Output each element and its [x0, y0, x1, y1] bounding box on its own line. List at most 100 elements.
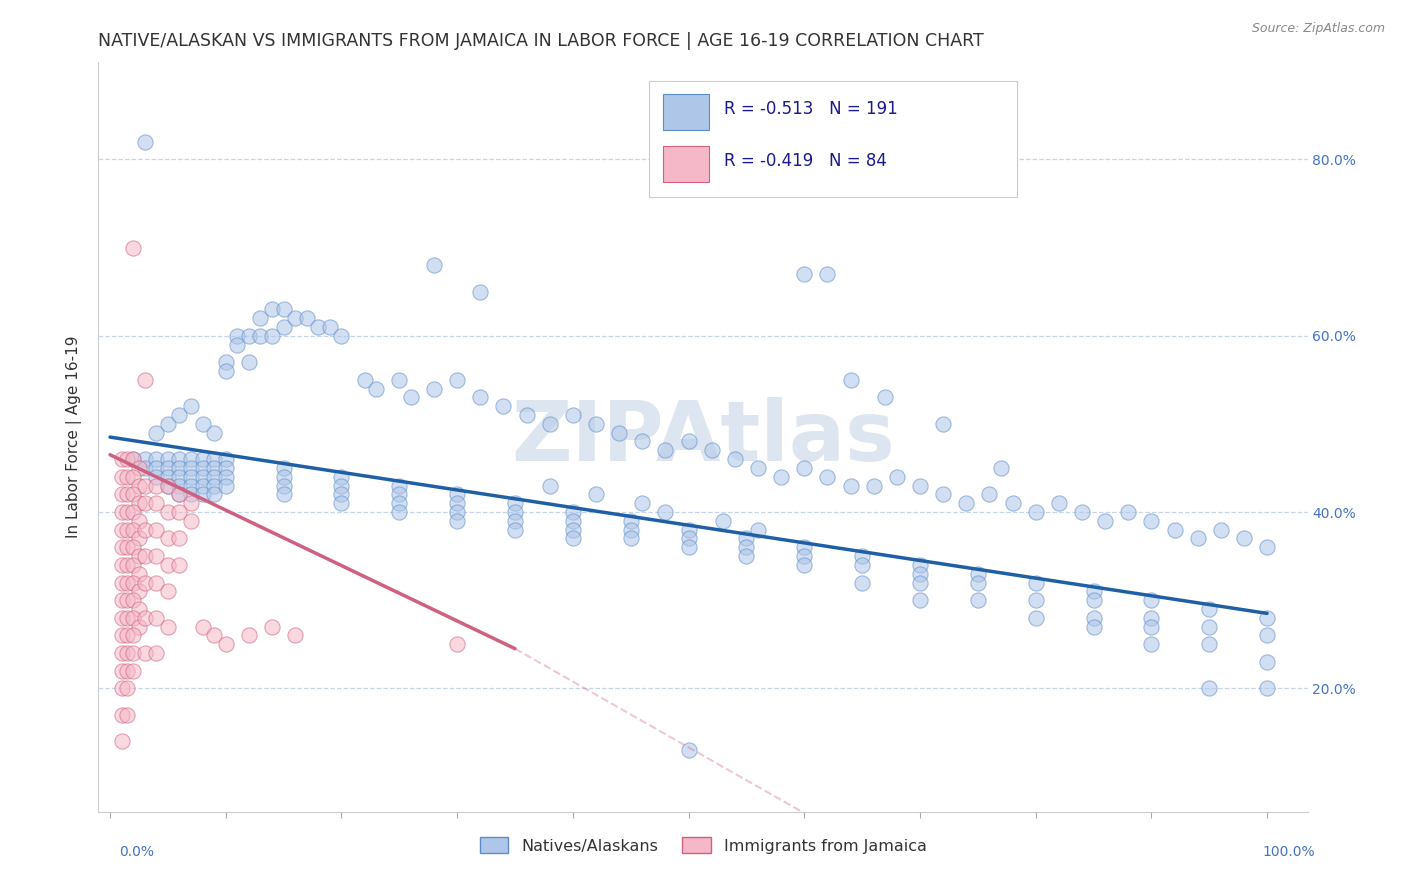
Point	[273, 487, 295, 501]
Point	[1083, 619, 1105, 633]
Point	[128, 532, 150, 546]
Point	[908, 575, 931, 590]
Point	[238, 328, 260, 343]
Point	[110, 628, 132, 642]
Point	[134, 523, 156, 537]
Point	[793, 541, 815, 555]
Point	[399, 391, 422, 405]
Point	[561, 514, 583, 528]
Point	[156, 619, 179, 633]
Point	[191, 461, 214, 475]
Text: R = -0.419   N = 84: R = -0.419 N = 84	[724, 153, 886, 170]
Point	[117, 469, 139, 483]
Point	[226, 337, 249, 351]
Point	[503, 514, 526, 528]
Point	[122, 452, 145, 467]
Point	[202, 425, 225, 440]
Point	[215, 452, 238, 467]
Point	[735, 541, 758, 555]
Point	[156, 532, 179, 546]
Point	[1025, 611, 1047, 625]
Point	[851, 558, 873, 572]
Point	[110, 452, 132, 467]
Point	[330, 469, 353, 483]
Point	[1140, 593, 1163, 607]
Point	[117, 452, 139, 467]
Point	[446, 514, 468, 528]
Point	[273, 469, 295, 483]
Point	[735, 532, 758, 546]
Point	[110, 664, 132, 678]
Point	[1001, 496, 1024, 510]
Point	[169, 558, 191, 572]
Point	[238, 355, 260, 369]
Point	[117, 593, 139, 607]
Point	[122, 452, 145, 467]
Point	[388, 487, 411, 501]
Point	[678, 743, 700, 757]
Point	[215, 461, 238, 475]
Point	[330, 328, 353, 343]
Point	[226, 328, 249, 343]
Point	[110, 646, 132, 660]
Text: Source: ZipAtlas.com: Source: ZipAtlas.com	[1251, 22, 1385, 36]
Point	[470, 391, 492, 405]
Point	[122, 646, 145, 660]
Point	[145, 611, 167, 625]
Point	[180, 399, 202, 413]
Point	[503, 496, 526, 510]
Point	[191, 619, 214, 633]
Point	[202, 628, 225, 642]
Point	[1198, 637, 1220, 651]
Point	[156, 461, 179, 475]
Point	[515, 408, 537, 422]
Point	[1209, 523, 1232, 537]
Point	[932, 487, 955, 501]
Point	[202, 478, 225, 492]
Point	[851, 549, 873, 563]
Point	[260, 302, 283, 317]
Point	[330, 487, 353, 501]
Y-axis label: In Labor Force | Age 16-19: In Labor Force | Age 16-19	[66, 335, 83, 539]
Point	[388, 373, 411, 387]
Point	[1047, 496, 1070, 510]
Point	[249, 328, 271, 343]
Point	[128, 549, 150, 563]
Point	[538, 478, 561, 492]
Point	[654, 443, 676, 458]
Point	[1256, 655, 1278, 669]
Point	[134, 461, 156, 475]
Point	[215, 478, 238, 492]
Point	[156, 469, 179, 483]
Point	[117, 646, 139, 660]
Point	[700, 443, 723, 458]
Point	[793, 549, 815, 563]
Point	[1256, 611, 1278, 625]
Bar	[664, 146, 709, 182]
Point	[1256, 541, 1278, 555]
Point	[678, 541, 700, 555]
Point	[180, 496, 202, 510]
Point	[117, 523, 139, 537]
Point	[117, 707, 139, 722]
Point	[128, 478, 150, 492]
Point	[631, 496, 654, 510]
Point	[110, 611, 132, 625]
Point	[134, 478, 156, 492]
Point	[122, 593, 145, 607]
Point	[1083, 611, 1105, 625]
Point	[470, 285, 492, 299]
Point	[191, 452, 214, 467]
Point	[117, 611, 139, 625]
Point	[284, 311, 307, 326]
Point	[145, 549, 167, 563]
Point	[654, 505, 676, 519]
Point	[955, 496, 977, 510]
Point	[128, 619, 150, 633]
Point	[156, 558, 179, 572]
Point	[215, 355, 238, 369]
Point	[1187, 532, 1209, 546]
Point	[145, 425, 167, 440]
Point	[128, 566, 150, 581]
Point	[202, 487, 225, 501]
